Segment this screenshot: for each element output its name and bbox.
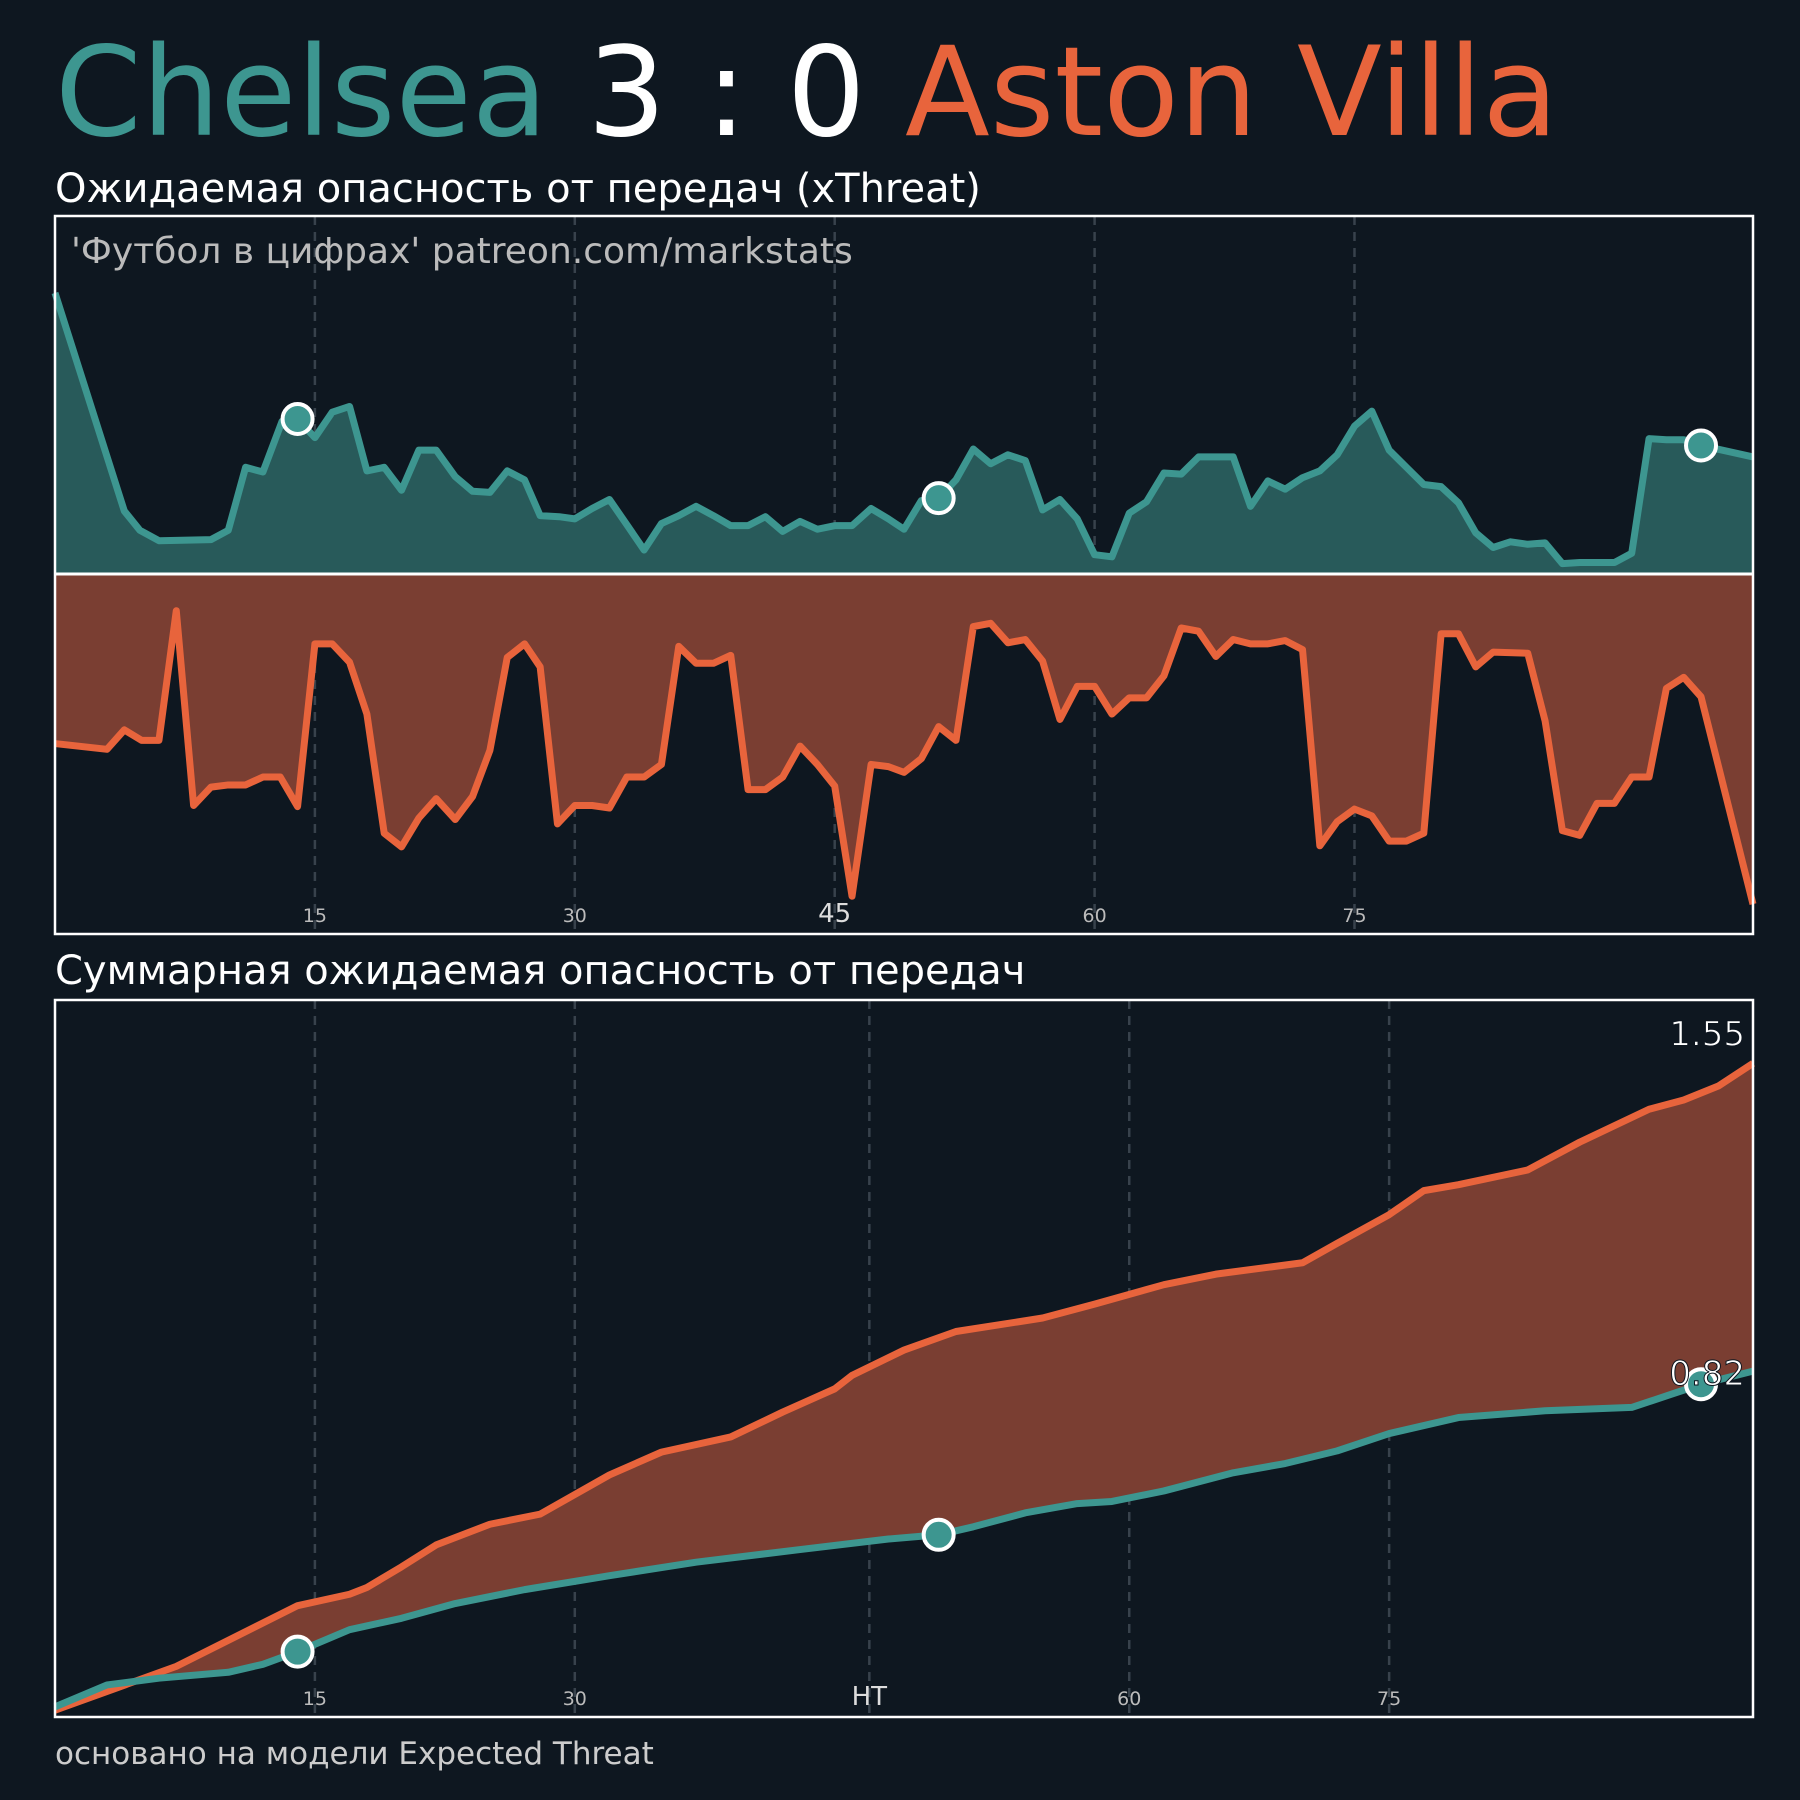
plot-frame [53,998,1755,1719]
x-tick-label: 30 [563,1688,587,1710]
area [55,292,1753,574]
value-label: 0.82 [1669,1354,1745,1394]
chart-title: Ожидаемая опасность от передач (xThreat) [55,166,981,212]
x-tick-label: 75 [1377,1688,1401,1710]
x-tick-label: 30 [563,905,587,927]
goal-marker [921,481,956,516]
x-tick-label: 60 [1082,905,1106,927]
goal-marker [1684,428,1719,463]
watermark: 'Футбол в цифрах' patreon.com/markstats [71,231,853,272]
plot-frame [53,214,1755,936]
x-tick-label: 45 [818,899,851,929]
line [54,607,1757,905]
home-team: Chelsea [55,21,548,165]
x-tick-label: 60 [1117,1688,1141,1710]
match-title: Chelsea 3 : 0 Aston Villa [55,21,1558,165]
area [55,574,1753,905]
chart-title: Суммарная ожидаемая опасность от передач [55,948,1025,994]
x-tick-label: 75 [1342,905,1366,927]
away-team: Aston Villa [905,21,1558,165]
score: 3 : 0 [587,21,865,165]
goal-marker [280,1634,315,1669]
goal-marker [921,1517,956,1552]
x-tick-label: 15 [303,1688,327,1710]
line [51,291,1754,568]
x-tick-label: 15 [303,905,327,927]
value-label: 1.55 [1669,1014,1745,1054]
gap-area [55,1063,1753,1711]
footer: основано на модели Expected Threat [55,1736,654,1772]
goal-marker [280,401,315,436]
x-tick-label: HT [852,1682,888,1712]
goal-marker [1684,1367,1719,1402]
line [53,1060,1755,1714]
